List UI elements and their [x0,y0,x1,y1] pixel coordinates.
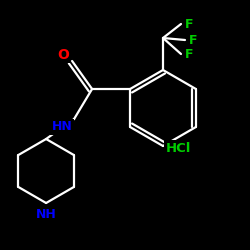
Text: F: F [185,18,193,30]
Text: O: O [57,48,69,62]
Text: F: F [189,34,197,46]
Text: NH: NH [36,208,56,222]
Text: F: F [185,48,193,60]
Text: HN: HN [52,120,72,134]
Text: HCl: HCl [165,142,191,154]
